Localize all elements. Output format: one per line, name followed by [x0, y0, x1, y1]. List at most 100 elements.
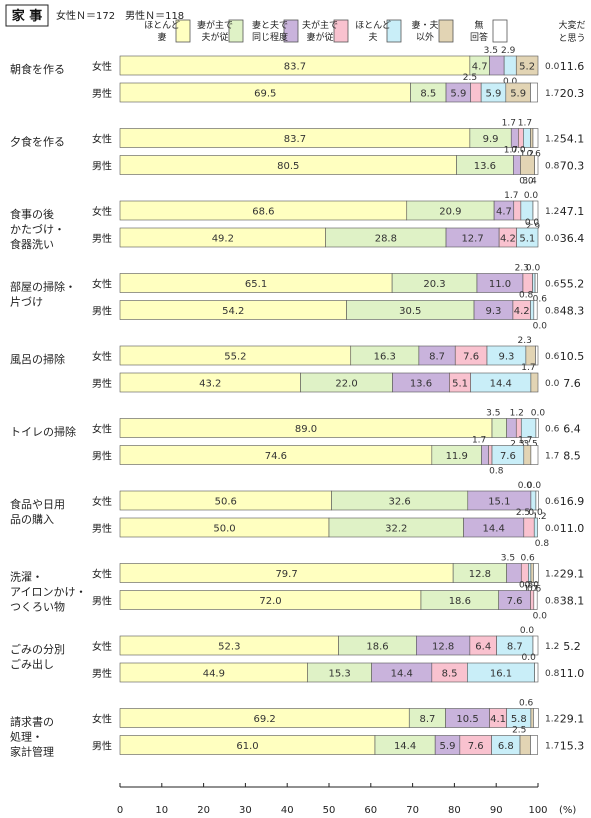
hard-percent-value: 5.2: [563, 640, 581, 653]
bar-value-label: 12.8: [432, 642, 454, 653]
small-value-label: 1.2: [510, 409, 524, 419]
hard-percent-value: 10.5: [560, 350, 585, 363]
category-label: 品の購入: [10, 512, 54, 526]
small-value-label: 0.0: [545, 524, 560, 534]
legend-label: 回答: [470, 31, 488, 43]
small-value-label: 0.0: [520, 626, 535, 636]
small-value-label: 1.7: [504, 191, 518, 201]
bar-segment: [470, 82, 482, 103]
small-value-label: 1.2: [532, 512, 546, 522]
small-value-label: 1.7: [472, 436, 486, 446]
small-value-label: 1.2: [545, 642, 559, 652]
small-value-label: 1.2: [545, 135, 559, 145]
bar-value-label: 7.6: [500, 451, 516, 462]
bar-segment: [534, 662, 539, 683]
bar-value-label: 65.1: [245, 279, 267, 290]
sex-label: 女性: [92, 350, 112, 363]
legend-swatch: [333, 19, 349, 43]
legend-swatch: [283, 19, 299, 43]
bar-value-label: 8.7: [419, 714, 435, 725]
bar-value-label: 80.5: [277, 161, 299, 172]
bar-value-label: 50.6: [215, 497, 237, 508]
bar-value-label: 14.4: [391, 669, 413, 680]
small-value-label: 0.8: [519, 581, 534, 591]
bar-value-label: 49.2: [212, 234, 234, 245]
small-value-label: 2.3: [518, 336, 532, 346]
hard-percent-value: 20.3: [560, 87, 585, 100]
bar-segment: [515, 55, 539, 76]
bar-segment: [534, 155, 539, 175]
bar-segment: [530, 82, 538, 103]
bar-value-label: 4.7: [496, 207, 512, 218]
x-tick-label: 40: [281, 805, 294, 816]
bar-value-label: 12.7: [461, 234, 483, 245]
bar-segment: [530, 735, 538, 755]
bar-value-label: 5.9: [440, 741, 456, 752]
category-label: 部屋の掃除・: [10, 280, 76, 294]
hard-percent-value: 29.1: [560, 568, 585, 581]
bar-value-label: 69.2: [253, 714, 275, 725]
x-tick-label: 80: [448, 805, 461, 816]
bar-value-label: 32.6: [389, 497, 411, 508]
hard-percent-value: 70.3: [560, 160, 585, 173]
category-label: 片づけ: [10, 296, 43, 309]
legend-label: 以外: [416, 31, 434, 43]
small-value-label: 0.8: [545, 162, 560, 172]
small-value-label: 0.0: [533, 322, 548, 332]
category-label: かたづけ・: [10, 223, 65, 236]
hard-percent-value: 15.3: [560, 740, 585, 753]
sex-label: 女性: [92, 568, 112, 581]
x-unit-label: (%): [559, 805, 576, 816]
bar-value-label: 5.8: [511, 714, 527, 725]
small-value-label: 0.8: [545, 307, 560, 317]
bar-segment: [533, 300, 538, 320]
bar-value-label: 5.2: [519, 62, 535, 73]
bar-value-label: 8.5: [420, 89, 436, 100]
bar-segment: [523, 517, 535, 538]
bar-segment: [520, 155, 535, 175]
bar-value-label: 68.6: [252, 207, 274, 218]
bar-value-label: 18.6: [449, 596, 471, 607]
legend-swatch: [438, 19, 454, 43]
bar-value-label: 4.2: [514, 306, 530, 317]
small-value-label: 2.3: [510, 440, 524, 450]
hard-percent-value: 38.1: [560, 595, 585, 608]
bar-segment: [533, 708, 539, 728]
small-value-label: 2.5: [512, 726, 526, 736]
bar-segment: [530, 590, 535, 610]
bar-value-label: 55.2: [224, 352, 246, 363]
small-value-label: 0.8: [545, 597, 560, 607]
bar-segment: [481, 445, 489, 465]
bar-value-label: 12.8: [469, 569, 491, 580]
legend-label: 夫: [368, 31, 377, 43]
small-value-label: 2.5: [463, 73, 477, 83]
category-label: 請求書の: [10, 715, 54, 729]
small-value-label: 0.0: [519, 177, 534, 187]
legend-label: 妻: [157, 31, 166, 43]
small-value-label: 0.0: [511, 146, 526, 156]
bar-value-label: 13.6: [474, 161, 496, 172]
hard-percent-value: 36.4: [560, 232, 585, 245]
sample-size-note: 女性Ｎ＝172 男性Ｎ＝118: [56, 9, 184, 22]
small-value-label: 2.9: [526, 222, 541, 232]
small-value-label: 0.0: [524, 191, 539, 201]
bar-value-label: 15.1: [488, 497, 510, 508]
small-value-label: 0.8: [545, 669, 560, 679]
hard-percent-value: 6.4: [563, 423, 581, 436]
bar-value-label: 69.5: [254, 89, 276, 100]
category-label: トイレの掃除: [10, 425, 76, 439]
bar-value-label: 18.6: [366, 642, 388, 653]
bar-value-label: 83.7: [284, 134, 306, 145]
hard-percent-value: 48.3: [560, 305, 585, 318]
title-box: [5, 4, 49, 27]
bar-segment: [530, 300, 535, 320]
small-value-label: 0.0: [533, 612, 548, 622]
bar-value-label: 6.4: [475, 642, 491, 653]
bar-value-label: 14.4: [490, 379, 512, 390]
small-value-label: 0.0: [503, 77, 518, 87]
bar-value-label: 52.3: [218, 642, 240, 653]
bar-segment: [533, 517, 538, 538]
bar-segment: [513, 155, 521, 175]
